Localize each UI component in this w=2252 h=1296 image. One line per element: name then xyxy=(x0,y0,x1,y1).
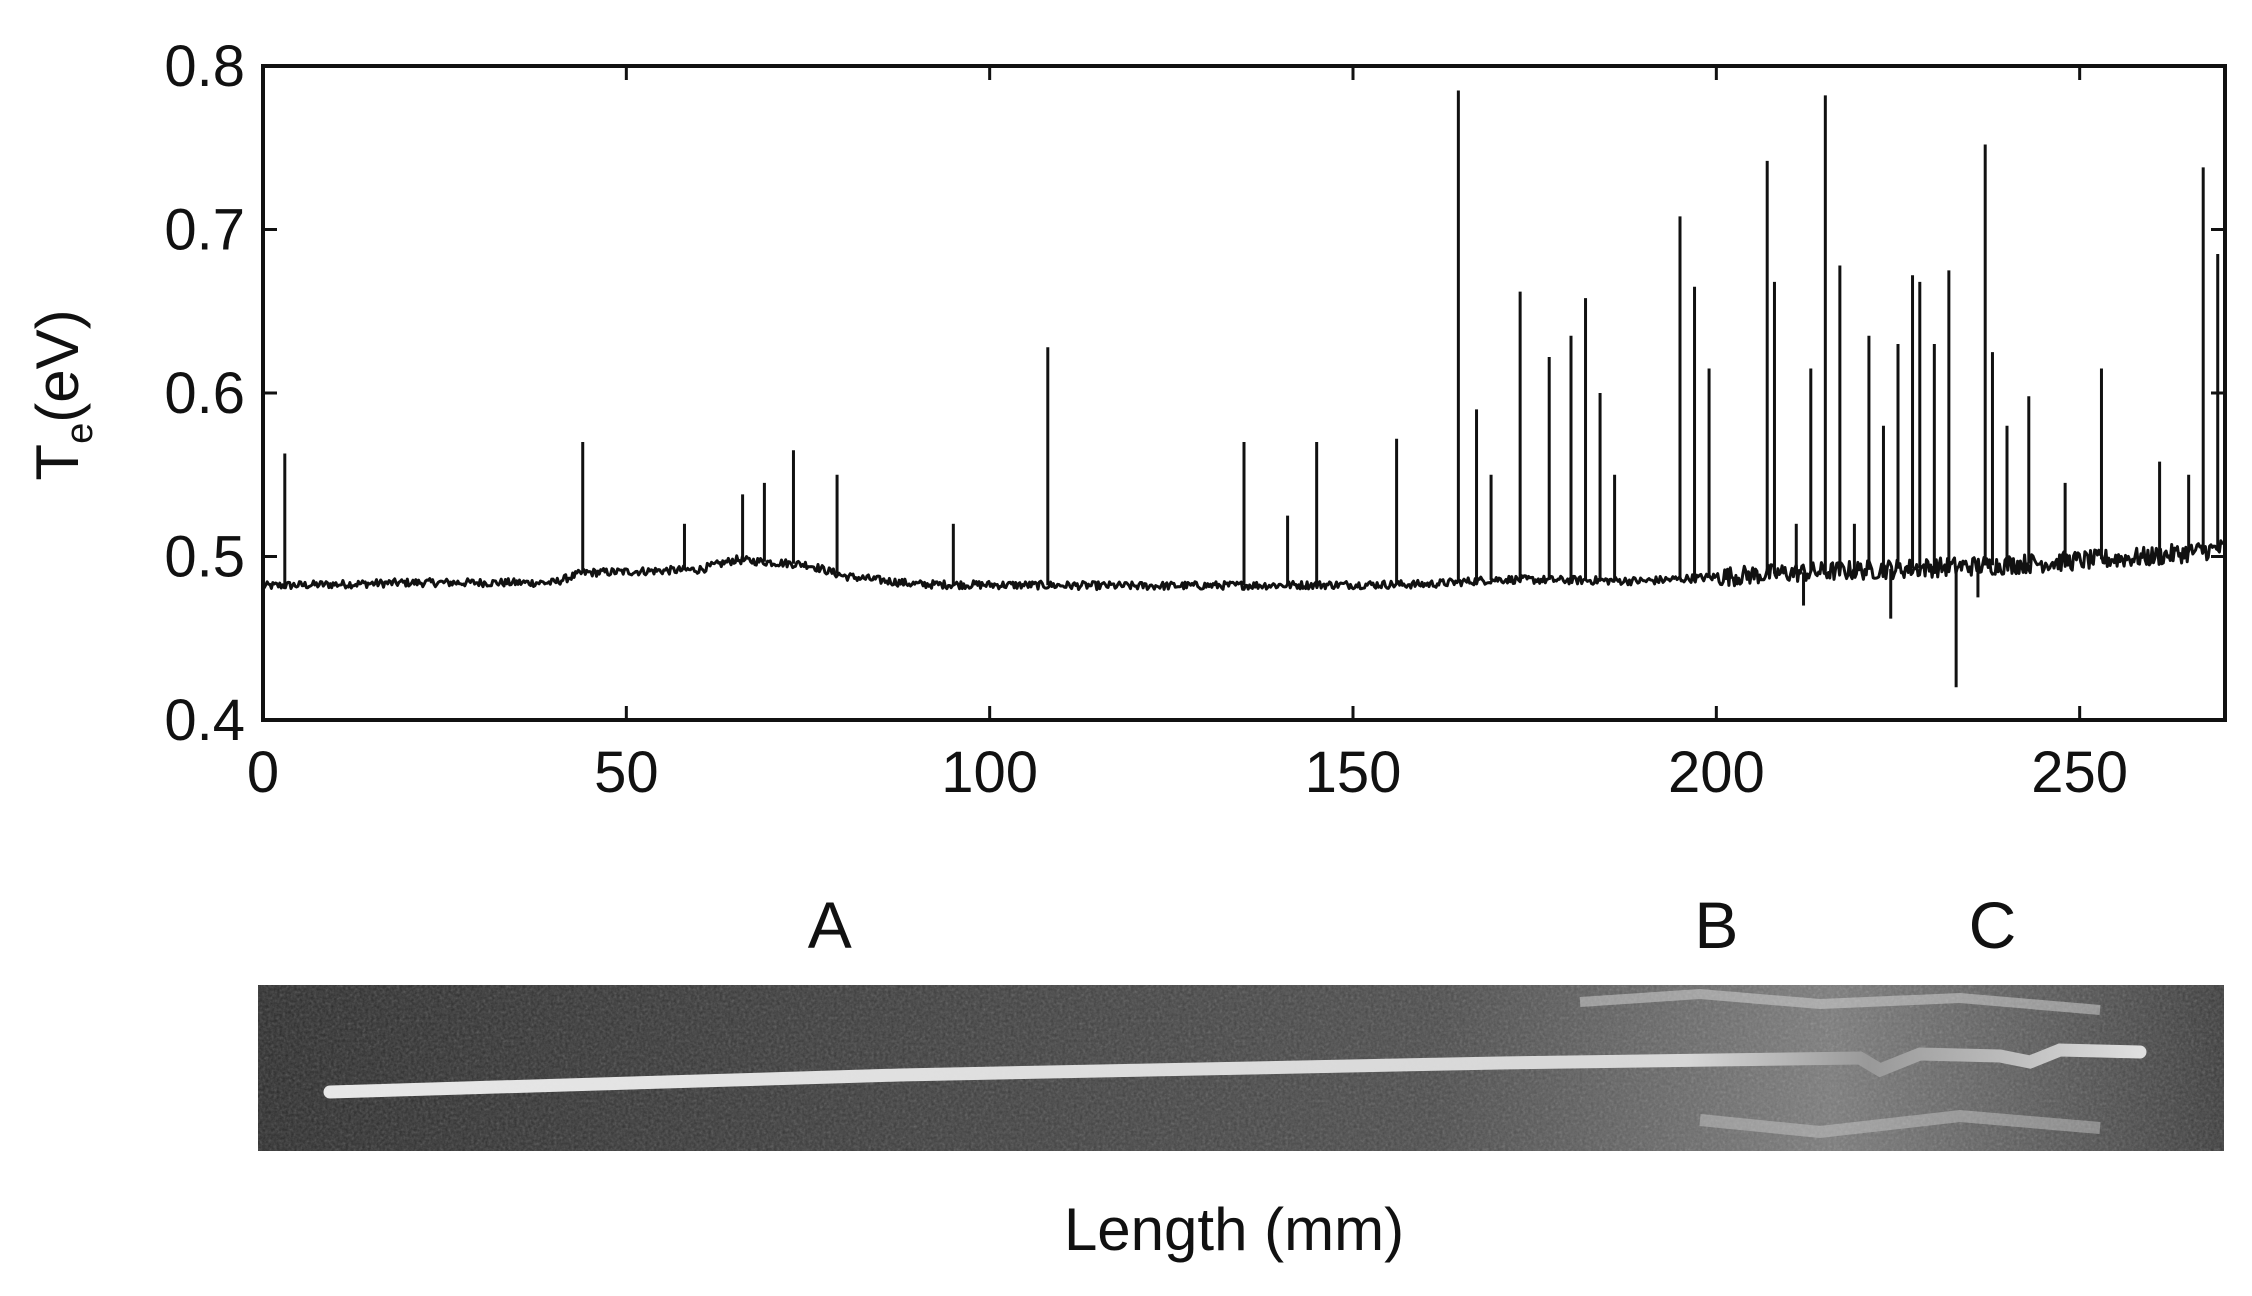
y-axis-title: Te(eV) xyxy=(24,309,101,480)
y-axis-title-main: T xyxy=(24,444,91,481)
te-spikes xyxy=(283,90,2227,688)
y-tick-label: 0.6 xyxy=(164,361,245,426)
specimen-photo xyxy=(258,985,2224,1151)
weld-bead xyxy=(323,1043,2147,1099)
y-tick-label: 0.5 xyxy=(164,525,245,590)
region-label-c: C xyxy=(1969,888,2017,962)
region-label-b: B xyxy=(1694,888,1738,962)
axis-tick-labels: 0 50 100 150 200 250 0.4 0.5 0.6 0.7 0.8 xyxy=(164,34,2128,805)
spatter-lower xyxy=(1699,1109,2101,1139)
x-tick-label: 100 xyxy=(941,740,1038,805)
y-tick-label: 0.8 xyxy=(164,34,245,99)
y-tick-label: 0.7 xyxy=(164,198,245,263)
region-labels: A B C xyxy=(808,888,2017,962)
y-tick-label: 0.4 xyxy=(164,688,245,753)
x-tick-label: 0 xyxy=(247,740,279,805)
x-tick-label: 50 xyxy=(594,740,659,805)
y-axis-title-unit: (eV) xyxy=(24,309,91,422)
x-tick-label: 200 xyxy=(1668,740,1765,805)
y-axis-title-subscript: e xyxy=(59,423,101,444)
x-axis-title: Length (mm) xyxy=(1064,1196,1404,1263)
spatter-upper xyxy=(1579,988,2101,1015)
region-label-a: A xyxy=(808,888,852,962)
x-tick-label: 250 xyxy=(2031,740,2128,805)
x-tick-label: 150 xyxy=(1305,740,1402,805)
